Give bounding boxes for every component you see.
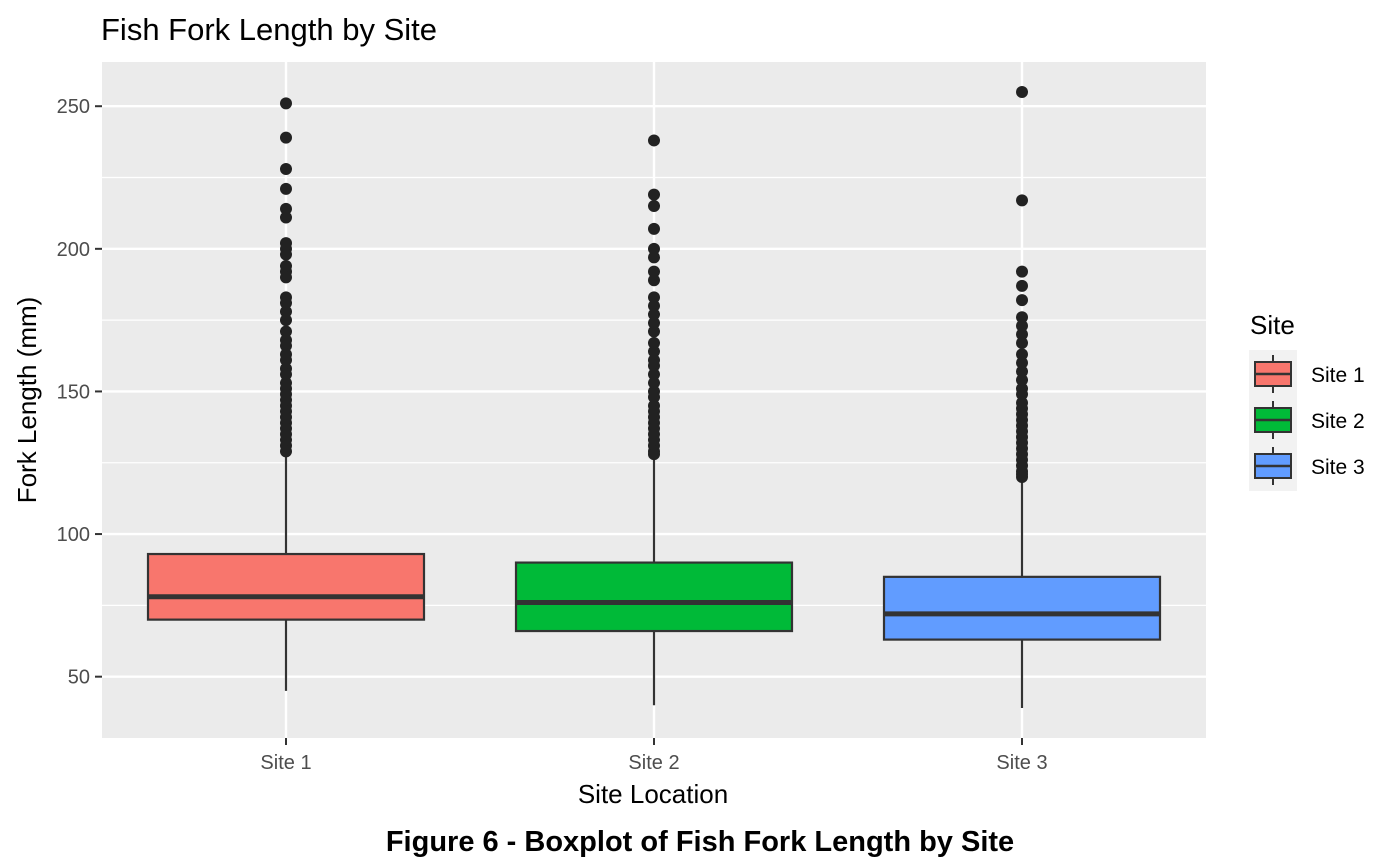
outlier-point bbox=[648, 251, 660, 264]
legend-item-3: Site 3 bbox=[1254, 447, 1365, 485]
legend: Site Site 1 Site 2 Site 3 bbox=[1249, 310, 1365, 491]
outlier-point bbox=[1016, 85, 1028, 98]
outlier-point bbox=[1016, 388, 1028, 401]
legend-item-2: Site 2 bbox=[1254, 401, 1365, 439]
x-tick-label: Site 1 bbox=[260, 752, 311, 774]
outlier-point bbox=[648, 274, 660, 287]
outlier-point bbox=[1016, 356, 1028, 369]
outlier-point bbox=[648, 200, 660, 213]
iqr-box bbox=[882, 575, 1162, 641]
outlier-point bbox=[280, 162, 292, 175]
box-3 bbox=[882, 85, 1162, 709]
outlier-point bbox=[280, 202, 292, 215]
box-1 bbox=[146, 97, 426, 691]
y-axis-label: Fork Length (mm) bbox=[12, 297, 42, 504]
outlier-point bbox=[1016, 374, 1028, 387]
y-tick-label: 150 bbox=[57, 381, 90, 403]
outlier-point bbox=[648, 316, 660, 329]
outlier-point bbox=[648, 448, 660, 461]
outlier-point bbox=[648, 345, 660, 358]
outlier-point bbox=[1016, 194, 1028, 207]
outlier-point bbox=[280, 325, 292, 338]
outlier-point bbox=[280, 182, 292, 195]
outlier-point bbox=[1016, 319, 1028, 332]
outlier-point bbox=[648, 359, 660, 372]
outlier-point bbox=[648, 368, 660, 381]
legend-item-1: Site 1 bbox=[1254, 355, 1365, 393]
legend-title: Site bbox=[1250, 310, 1295, 340]
figure-caption: Figure 6 - Boxplot of Fish Fork Length b… bbox=[385, 826, 1015, 858]
outlier-point bbox=[280, 97, 292, 110]
outlier-point bbox=[648, 325, 660, 338]
iqr-box bbox=[514, 561, 794, 633]
boxes bbox=[146, 85, 1162, 709]
outlier-point bbox=[1016, 294, 1028, 307]
outlier-point bbox=[648, 188, 660, 201]
x-axis-label: Site Location bbox=[578, 779, 728, 809]
outlier-point bbox=[1016, 365, 1028, 378]
legend-label: Site 2 bbox=[1311, 410, 1365, 433]
outlier-point bbox=[1016, 265, 1028, 278]
y-axis-ticks: 50 100 150 200 250 bbox=[57, 96, 102, 689]
y-tick-label: 100 bbox=[57, 524, 90, 546]
outlier-point bbox=[1016, 348, 1028, 361]
outlier-point bbox=[280, 445, 292, 458]
outlier-point bbox=[648, 291, 660, 304]
outlier-point bbox=[648, 308, 660, 321]
outlier-point bbox=[1016, 336, 1028, 349]
outlier-point bbox=[1016, 471, 1028, 484]
outlier-point bbox=[648, 391, 660, 404]
x-tick-label: Site 3 bbox=[996, 752, 1047, 774]
x-tick-label: Site 2 bbox=[628, 752, 679, 774]
outlier-point bbox=[648, 376, 660, 389]
outlier-point bbox=[280, 271, 292, 284]
boxplot-chart: Fish Fork Length by Site 50100150200250 … bbox=[12, 12, 1365, 809]
outlier-point bbox=[280, 314, 292, 327]
y-tick-label: 200 bbox=[57, 239, 90, 261]
outlier-point bbox=[280, 368, 292, 381]
legend-label: Site 3 bbox=[1311, 456, 1365, 479]
iqr-box bbox=[146, 552, 426, 621]
outlier-point bbox=[648, 242, 660, 255]
outlier-point bbox=[648, 265, 660, 278]
y-tick-label: 250 bbox=[57, 96, 90, 118]
outlier-point bbox=[1016, 311, 1028, 324]
outlier-point bbox=[1016, 328, 1028, 341]
outlier-point bbox=[648, 222, 660, 235]
legend-label: Site 1 bbox=[1311, 364, 1365, 387]
outlier-point bbox=[1016, 279, 1028, 292]
outlier-point bbox=[280, 297, 292, 310]
outlier-point bbox=[280, 354, 292, 367]
outlier-point bbox=[280, 305, 292, 318]
outlier-point bbox=[648, 299, 660, 312]
outlier-point bbox=[648, 336, 660, 349]
x-axis-ticks: Site 1 Site 2 Site 3 bbox=[260, 738, 1048, 774]
y-tick-label: 50 bbox=[68, 667, 90, 689]
box-2 bbox=[514, 134, 794, 706]
outlier-point bbox=[280, 211, 292, 224]
outlier-point bbox=[648, 134, 660, 147]
outlier-point bbox=[280, 131, 292, 144]
chart-title: Fish Fork Length by Site bbox=[101, 12, 437, 47]
outlier-point bbox=[280, 339, 292, 352]
outlier-point bbox=[280, 248, 292, 261]
